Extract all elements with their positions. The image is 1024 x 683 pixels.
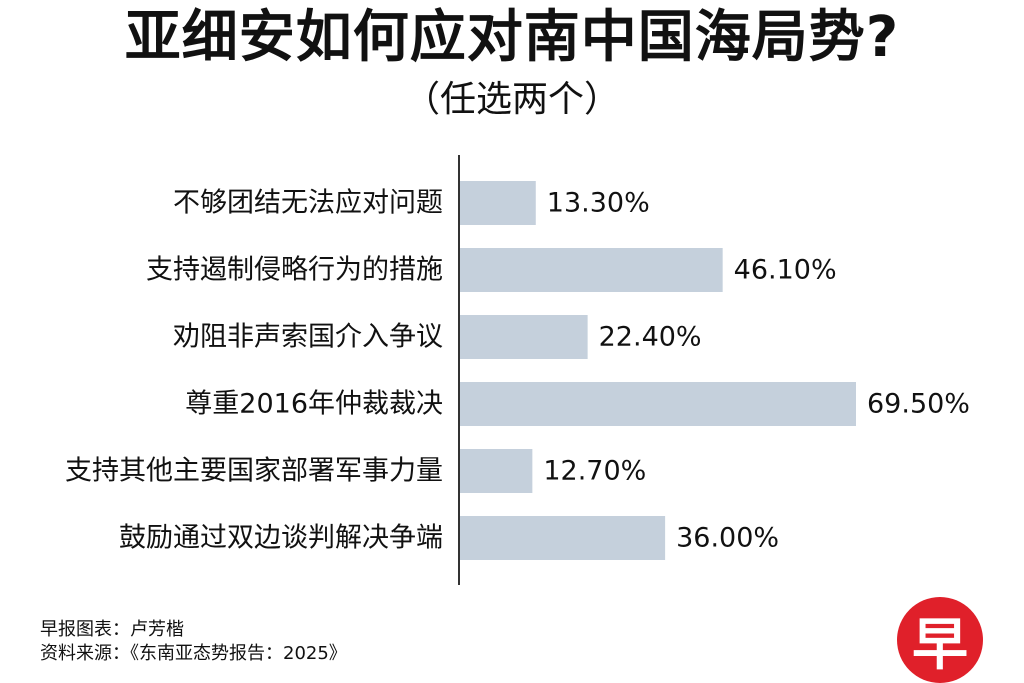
bar-0	[460, 181, 536, 225]
bar-5	[460, 516, 666, 560]
bar-1	[460, 248, 723, 292]
bar-4	[460, 449, 533, 493]
bar-3	[460, 382, 856, 426]
bar-chart: 不够团结无法应对问题 13.30% 支持遏制侵略行为的措施 46.10% 劝阻非声索国介…	[65, 155, 970, 585]
value-label-5: 36.00%	[676, 523, 779, 554]
credit-line: 早报图表：卢芳楷	[40, 619, 184, 640]
category-label-1: 支持遏制侵略行为的措施	[146, 255, 443, 286]
value-label-1: 46.10%	[734, 255, 837, 286]
chart-title: 亚细安如何应对南中国海局势?	[124, 5, 900, 70]
category-label-0: 不够团结无法应对问题	[173, 188, 443, 219]
footer-credits: 早报图表：卢芳楷 资料来源：《东南亚态势报告：2025》	[40, 618, 347, 666]
value-label-4: 12.70%	[543, 456, 646, 487]
source-line: 资料来源：《东南亚态势报告：2025》	[40, 643, 347, 664]
zaobao-logo: 早	[897, 597, 983, 683]
category-label-5: 鼓励通过双边谈判解决争端	[119, 523, 443, 554]
category-label-2: 劝阻非声索国介入争议	[173, 322, 443, 353]
value-label-2: 22.40%	[599, 322, 702, 353]
category-label-4: 支持其他主要国家部署军事力量	[65, 456, 443, 487]
value-label-3: 69.50%	[867, 389, 970, 420]
category-label-3: 尊重2016年仲裁裁决	[185, 389, 443, 420]
value-label-0: 13.30%	[547, 188, 650, 219]
bar-2	[460, 315, 588, 359]
chart-subtitle: （任选两个）	[403, 79, 620, 120]
